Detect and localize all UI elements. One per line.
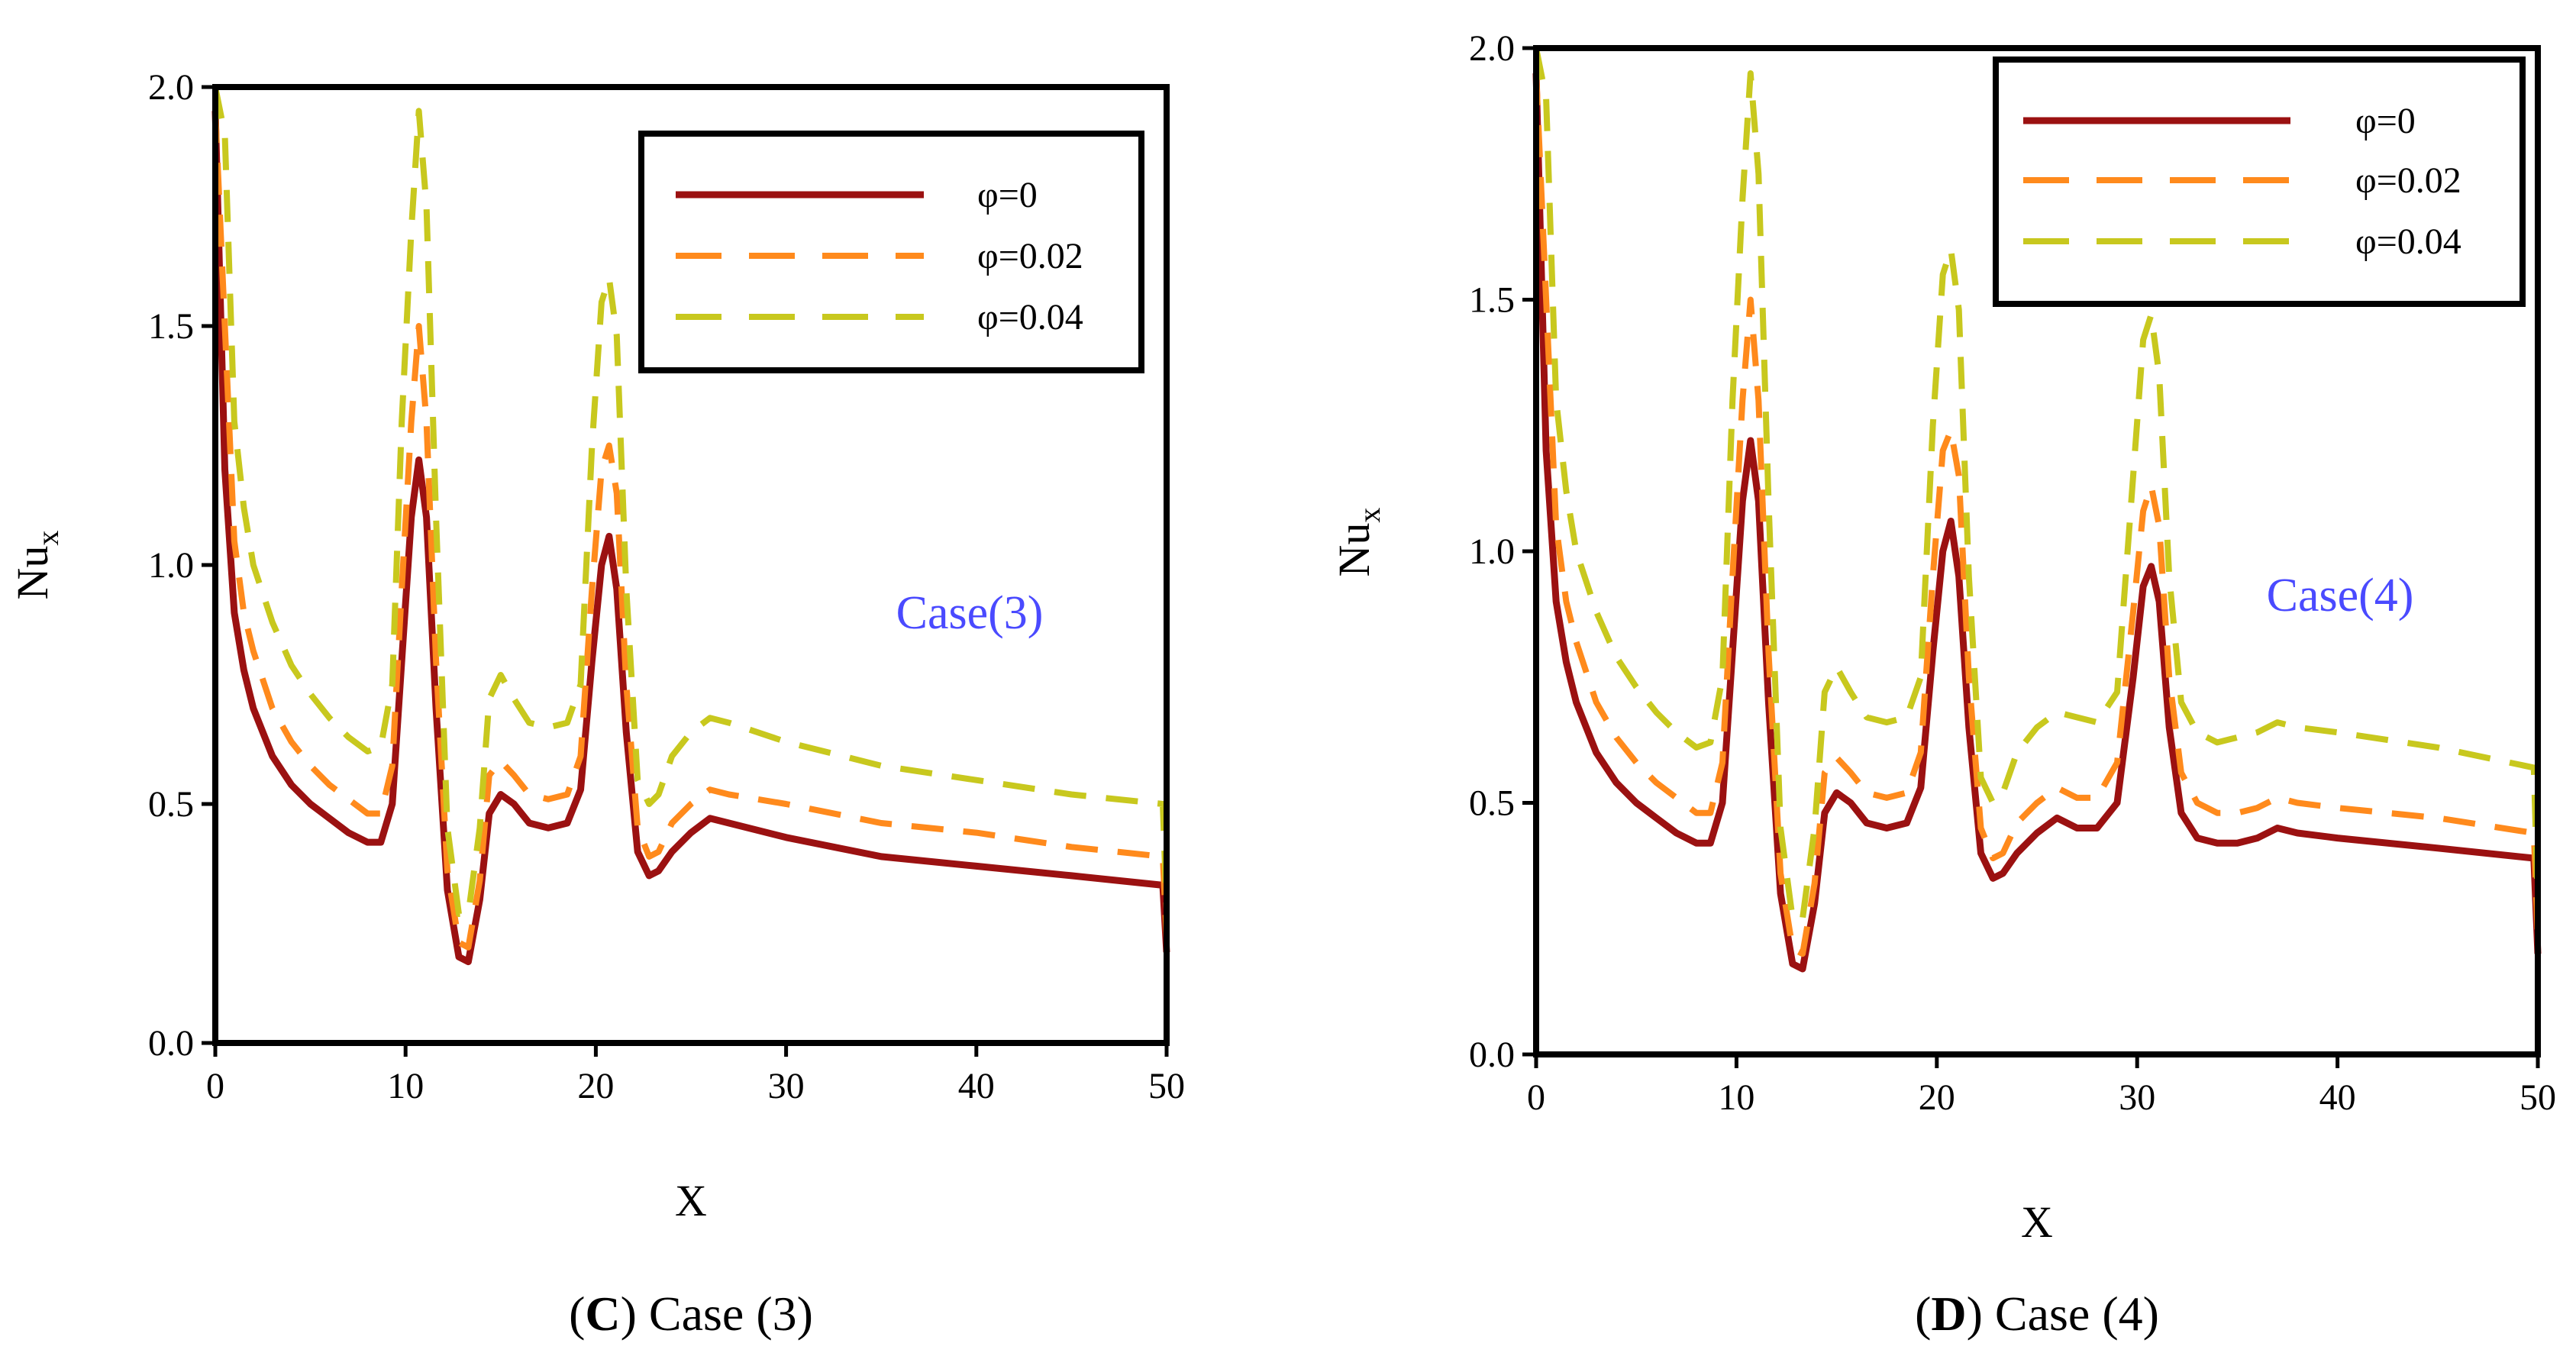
panel-caption: (D) Case (4): [1915, 1287, 2159, 1341]
x-tick-label: 50: [2520, 1077, 2556, 1118]
ticks-layer: 0 10 20 30 40 50 0.0 0.5 1.0 1.5 2.0: [1469, 28, 2556, 1118]
x-tick-label: 20: [577, 1066, 614, 1106]
y-tick-label: 1.0: [1469, 531, 1515, 572]
x-tick-label: 20: [1919, 1077, 1955, 1118]
y-tick-label: 1.5: [148, 306, 194, 347]
caption-letter: D: [1931, 1287, 1966, 1341]
y-tick-label: 1.5: [1469, 280, 1515, 321]
series-line-0: [1532, 73, 2542, 973]
y-tick-label: 1.0: [148, 545, 194, 586]
series-line-2: [212, 86, 1170, 917]
legend-label-2: φ=0.04: [2355, 221, 2461, 262]
x-tick-label: 30: [768, 1066, 805, 1106]
y-tick-label: 0.0: [148, 1023, 194, 1064]
y-axis-label-main: Nu: [1329, 523, 1379, 577]
legend: φ=0 φ=0.02 φ=0.04: [1993, 57, 2526, 307]
y-tick-label: 0.5: [148, 784, 194, 825]
legend-label-0: φ=0: [2355, 101, 2416, 141]
x-tick-label: 10: [1718, 1077, 1754, 1118]
legend-label-2: φ=0.04: [977, 297, 1083, 337]
caption-text: ) Case (4): [1967, 1287, 2159, 1341]
y-tick-label: 2.0: [1469, 28, 1515, 69]
x-axis-label: X: [675, 1176, 707, 1225]
x-axis-label: X: [2021, 1197, 2053, 1247]
case-annotation: Case(3): [896, 587, 1044, 639]
y-axis-label-main: Nu: [8, 546, 57, 600]
y-tick-label: 0.5: [1469, 783, 1515, 824]
x-tick-label: 30: [2119, 1077, 2155, 1118]
series-line-2: [1533, 47, 2541, 922]
legend-label-1: φ=0.02: [2355, 160, 2461, 201]
y-axis-label: Nux: [1329, 508, 1386, 577]
x-tick-label: 0: [206, 1066, 224, 1106]
series-layer: [1532, 47, 2542, 973]
x-tick-label: 50: [1148, 1066, 1185, 1106]
x-tick-label: 40: [958, 1066, 995, 1106]
legend-box: [638, 131, 1144, 373]
x-tick-label: 0: [1527, 1077, 1545, 1118]
chart-case-4: 0 10 20 30 40 50 0.0 0.5 1.0 1.5 2.0 X Nux φ=0 φ=0.…: [1329, 28, 2556, 1341]
series-line-0: [211, 111, 1170, 966]
legend-label-0: φ=0: [977, 175, 1038, 215]
caption-open-paren: (: [1915, 1287, 1931, 1341]
legend-label-1: φ=0.02: [977, 236, 1083, 276]
legend: φ=0 φ=0.02 φ=0.04: [638, 131, 1144, 373]
case-annotation: Case(4): [2267, 570, 2414, 622]
y-axis-label-subscript: x: [31, 531, 65, 546]
y-axis-label: Nux: [8, 531, 65, 600]
series-line-1: [212, 111, 1170, 951]
caption-text: ) Case (3): [621, 1287, 813, 1341]
x-tick-label: 40: [2319, 1077, 2356, 1118]
panel-caption: (C) Case (3): [569, 1287, 813, 1341]
caption-letter: C: [585, 1287, 620, 1341]
x-tick-label: 10: [387, 1066, 424, 1106]
chart-case-3: 0 10 20 30 40 50 0.0 0.5 1.0 1.5 2.0 X Nux φ=0 φ=0.…: [8, 67, 1185, 1341]
y-axis-label-subscript: x: [1352, 508, 1386, 523]
caption-open-paren: (: [569, 1287, 585, 1341]
y-tick-label: 2.0: [148, 67, 194, 108]
ticks-layer: 0 10 20 30 40 50 0.0 0.5 1.0 1.5 2.0: [148, 67, 1185, 1106]
y-tick-label: 0.0: [1469, 1035, 1515, 1075]
series-layer: [211, 86, 1170, 966]
